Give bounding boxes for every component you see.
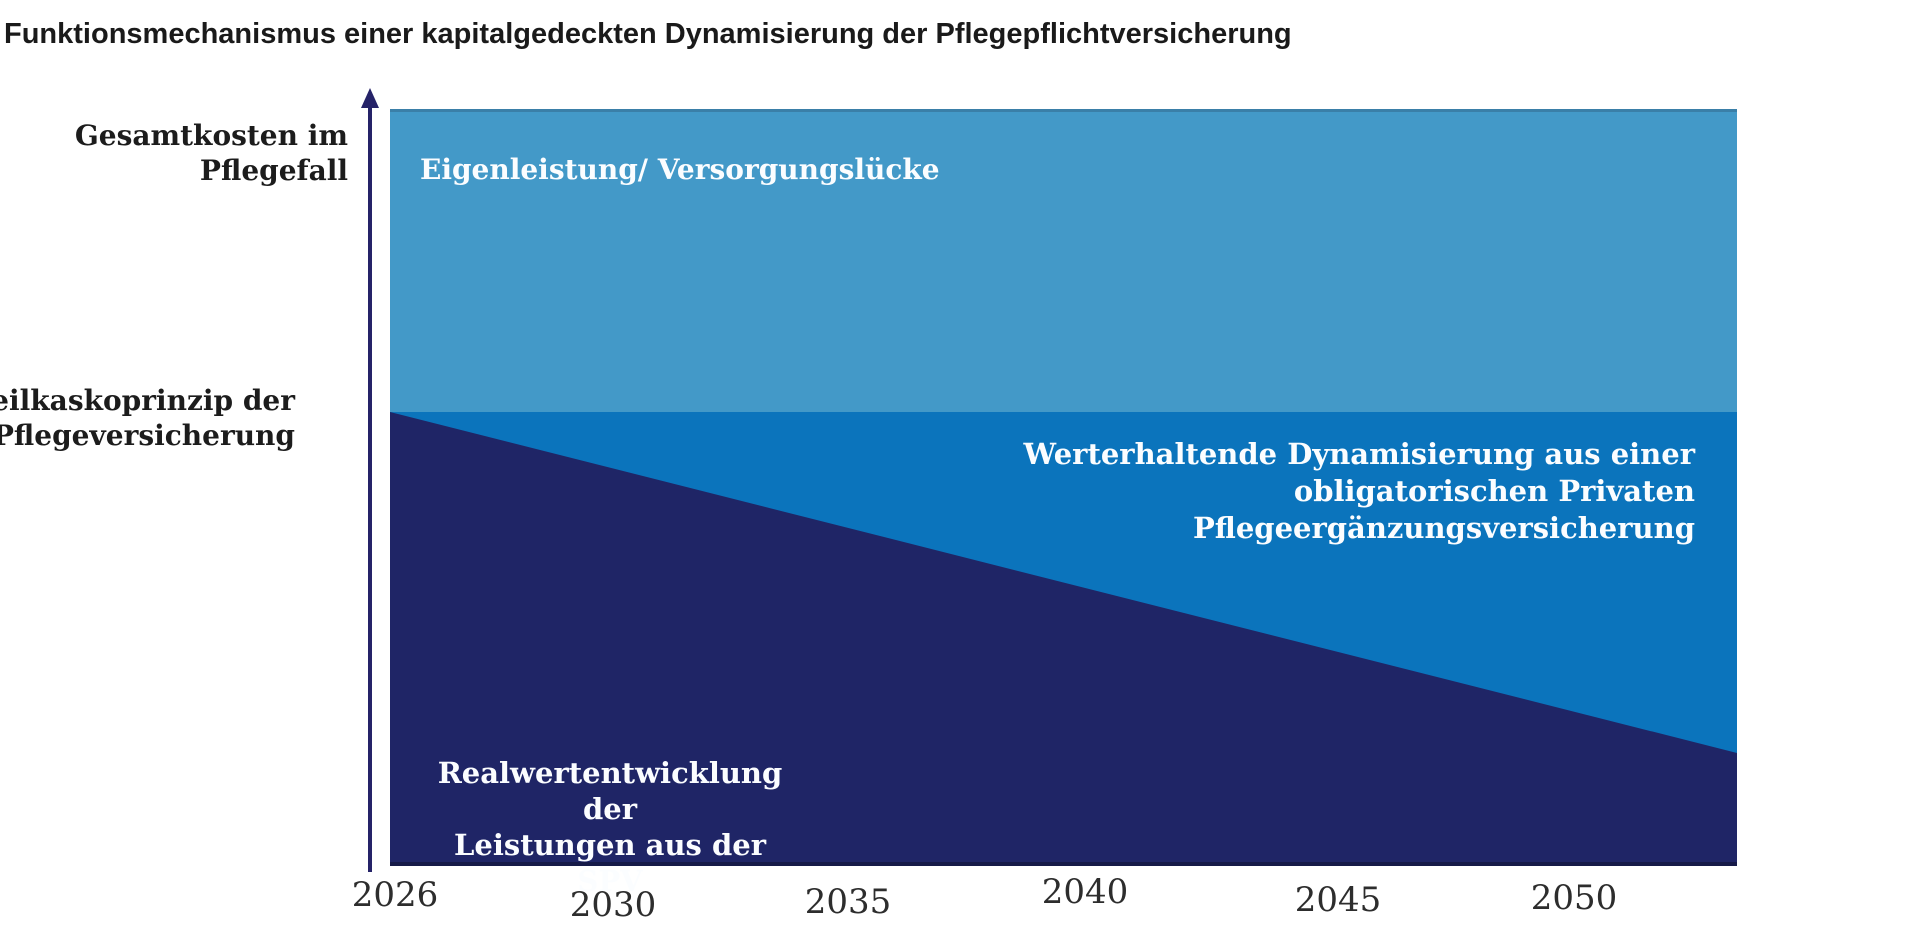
y-axis-label-line: Pflegefall (199, 154, 348, 187)
y-axis-label-line: Gesamtkosten im (74, 119, 348, 152)
area-private-label-line: Pflegeergänzungsversicherung (1192, 511, 1695, 545)
arrow-up-icon (361, 88, 379, 108)
x-tick: 2050 (1530, 878, 1618, 918)
area-spv-label: Realwertentwicklung der Leistungen aus d… (435, 755, 785, 899)
x-tick: 2035 (804, 882, 892, 922)
area-private-label: Werterhaltende Dynamisierung aus einer o… (1024, 436, 1695, 547)
y-axis-label-total-cost: Gesamtkosten im Pflegefall (75, 118, 348, 188)
area-private-label-line: Werterhaltende Dynamisierung aus einer (1023, 437, 1695, 471)
area-private-dynamisierung (390, 412, 1737, 866)
y-axis-label-line: Teilkaskoprinzip der (0, 384, 295, 417)
x-axis-ticks: 2026 2030 2035 2040 2045 2050 (352, 872, 1737, 932)
area-spv-label-line: Realwertentwicklung der (437, 756, 783, 826)
area-eigenleistung: Eigenleistung/ Versorgungslücke (390, 109, 1737, 412)
x-axis-baseline (390, 862, 1737, 866)
area-spv-label-line: Leistungen aus der SPV (454, 828, 766, 898)
x-tick: 2040 (1041, 872, 1129, 912)
y-axis-label-line: Pflegeversicherung (0, 419, 295, 452)
chart-title: Funktionsmechanismus einer kapitalgedeck… (4, 18, 1292, 50)
y-axis-line (368, 104, 372, 872)
x-tick: 2030 (569, 885, 657, 925)
x-tick: 2045 (1294, 880, 1382, 920)
area-eigenleistung-label: Eigenleistung/ Versorgungslücke (420, 153, 940, 186)
area-private-label-line: obligatorischen Privaten (1293, 474, 1695, 508)
y-axis-label-teilkasko: Teilkaskoprinzip der Pflegeversicherung (0, 383, 295, 453)
plot-area: Eigenleistung/ Versorgungslücke Werterha… (390, 109, 1737, 898)
x-tick: 2026 (351, 875, 439, 915)
